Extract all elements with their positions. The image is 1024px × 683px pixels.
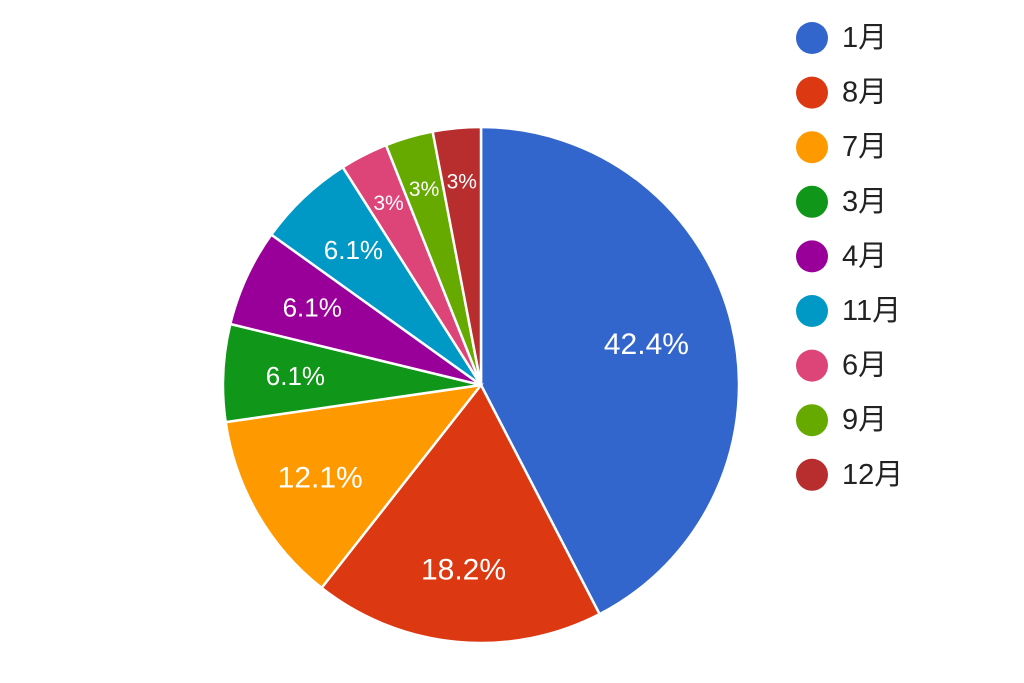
pie-slice <box>319 382 602 645</box>
legend-label: 3月 <box>842 186 887 218</box>
legend: 1月 8月 7月 3月 4月 11月 6月 9月 12月 <box>796 22 903 491</box>
legend-swatch <box>796 404 828 437</box>
legend-label: 8月 <box>842 77 887 109</box>
pie-slice <box>479 125 741 616</box>
pie-slice <box>224 383 484 590</box>
legend-swatch <box>796 76 828 109</box>
slice-percent-label: 18.2% <box>421 553 506 586</box>
legend-label: 7月 <box>842 131 887 163</box>
legend-swatch <box>796 458 828 491</box>
pie-slice <box>431 125 483 386</box>
slice-percent-label: 12.1% <box>278 462 363 495</box>
legend-swatch <box>796 349 828 382</box>
slice-percent-label: 6.1% <box>283 293 342 323</box>
slice-percent-label: 6.1% <box>324 235 383 265</box>
legend-label: 6月 <box>842 350 887 382</box>
legend-swatch <box>796 295 828 327</box>
legend-swatch <box>796 240 828 273</box>
legend-label: 4月 <box>842 240 887 272</box>
pie-slice-labels: 42.4% 18.2% 12.1% 6.1% 6.1% 6.1% 3% 3% 3% <box>266 171 689 587</box>
slice-percent-label: 3% <box>373 192 403 215</box>
slice-percent-label: 3% <box>409 178 439 201</box>
legend-swatch <box>796 185 828 218</box>
legend-label: 11月 <box>842 295 901 327</box>
slice-percent-label: 3% <box>447 171 477 194</box>
legend-swatch <box>796 22 828 54</box>
slice-percent-label: 6.1% <box>266 361 325 391</box>
legend-swatch <box>796 131 828 164</box>
pie-slices <box>221 125 741 645</box>
legend-label: 12月 <box>842 459 903 491</box>
slice-percent-label: 42.4% <box>604 328 689 361</box>
legend-label: 1月 <box>842 22 887 54</box>
legend-label: 9月 <box>842 404 887 436</box>
